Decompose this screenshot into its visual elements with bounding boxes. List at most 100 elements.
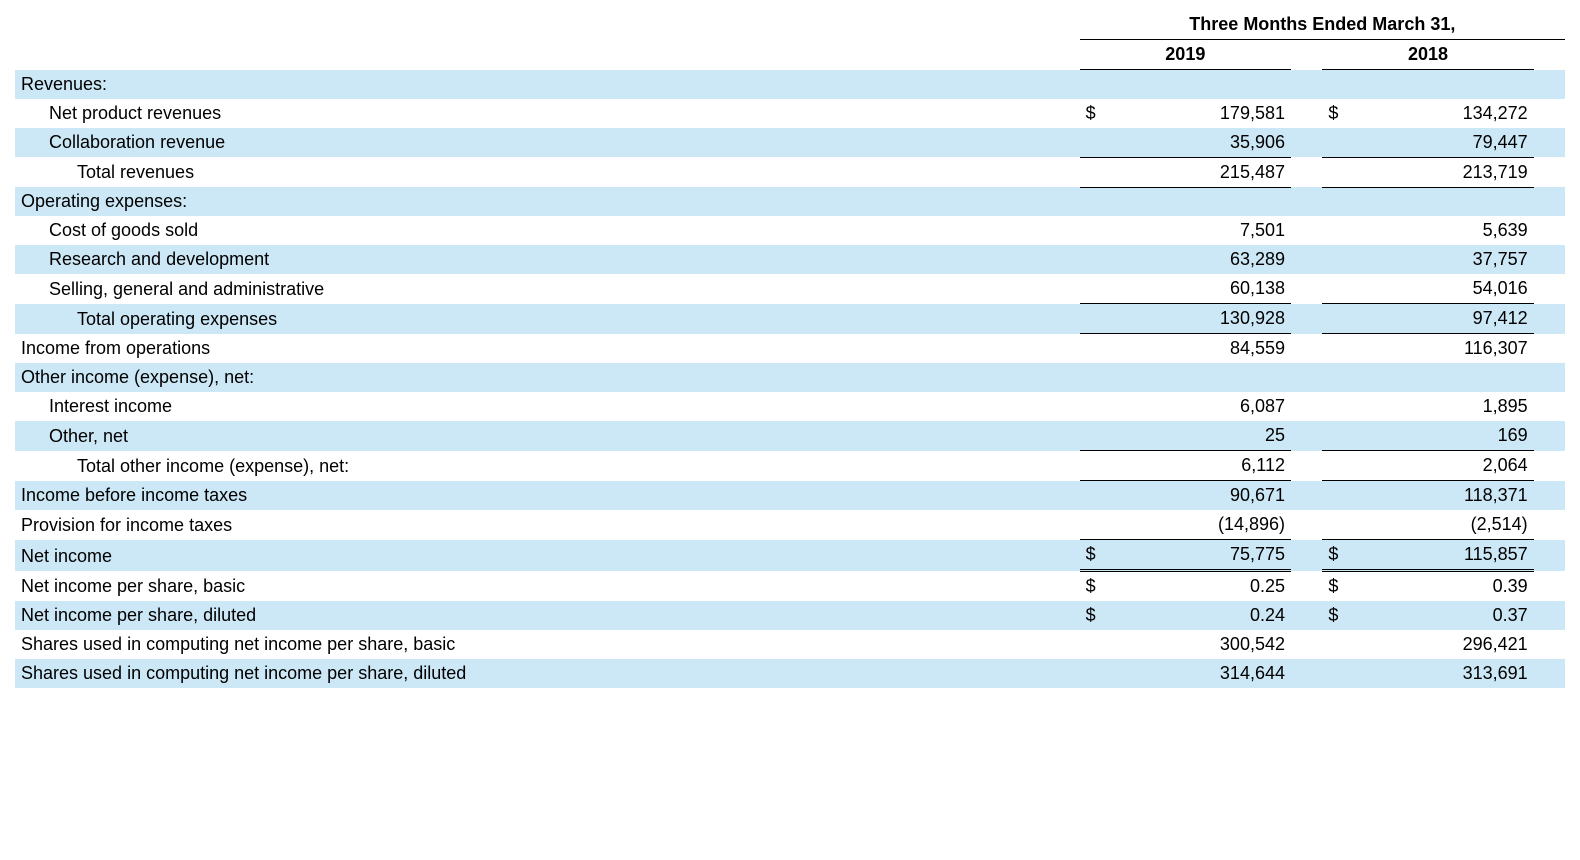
row-label: Selling, general and administrative — [15, 274, 1080, 304]
row-label: Total operating expenses — [15, 304, 1080, 334]
row-label: Research and development — [15, 245, 1080, 274]
value-col-2: 54,016 — [1361, 274, 1533, 304]
row-label: Net income — [15, 540, 1080, 571]
value-col-2 — [1361, 70, 1533, 99]
currency-symbol — [1322, 659, 1361, 688]
currency-symbol: $ — [1322, 601, 1361, 630]
value-col-2: 37,757 — [1361, 245, 1533, 274]
currency-symbol — [1080, 245, 1119, 274]
header-row-years: 2019 2018 — [15, 40, 1565, 70]
currency-symbol — [1322, 421, 1361, 451]
row-label: Revenues: — [15, 70, 1080, 99]
value-col-1: 84,559 — [1119, 334, 1291, 364]
income-statement-table: Three Months Ended March 31, 2019 2018 R… — [15, 10, 1565, 688]
value-col-2 — [1361, 187, 1533, 216]
currency-symbol: $ — [1080, 540, 1119, 571]
table-row: Revenues: — [15, 70, 1565, 99]
value-col-1: 179,581 — [1119, 99, 1291, 128]
row-label: Total revenues — [15, 157, 1080, 187]
table-row: Selling, general and administrative 60,13… — [15, 274, 1565, 304]
table-row: Income from operations 84,559 116,307 — [15, 334, 1565, 364]
currency-symbol: $ — [1322, 571, 1361, 602]
currency-symbol — [1080, 630, 1119, 659]
currency-symbol — [1080, 659, 1119, 688]
currency-symbol — [1322, 392, 1361, 421]
currency-symbol — [1080, 157, 1119, 187]
value-col-2: 134,272 — [1361, 99, 1533, 128]
value-col-2: 296,421 — [1361, 630, 1533, 659]
value-col-1: 7,501 — [1119, 216, 1291, 245]
value-col-1: 215,487 — [1119, 157, 1291, 187]
currency-symbol: $ — [1322, 99, 1361, 128]
currency-symbol — [1322, 216, 1361, 245]
row-label: Collaboration revenue — [15, 128, 1080, 158]
value-col-2: 97,412 — [1361, 304, 1533, 334]
currency-symbol: $ — [1080, 99, 1119, 128]
value-col-1: 0.25 — [1119, 571, 1291, 602]
value-col-2 — [1361, 363, 1533, 392]
table-row: Other income (expense), net: — [15, 363, 1565, 392]
value-col-2: 0.37 — [1361, 601, 1533, 630]
value-col-1: 0.24 — [1119, 601, 1291, 630]
currency-symbol — [1322, 274, 1361, 304]
value-col-1 — [1119, 70, 1291, 99]
header-row-title: Three Months Ended March 31, — [15, 10, 1565, 40]
table-row: Cost of goods sold7,5015,639 — [15, 216, 1565, 245]
currency-symbol — [1322, 128, 1361, 158]
table-row: Net income per share, basic$0.25$0.39 — [15, 571, 1565, 602]
value-col-1: 90,671 — [1119, 481, 1291, 511]
header-year-2: 2018 — [1322, 40, 1533, 70]
table-row: Net income$75,775$115,857 — [15, 540, 1565, 571]
currency-symbol — [1322, 363, 1361, 392]
table-row: Shares used in computing net income per … — [15, 630, 1565, 659]
value-col-2: 213,719 — [1361, 157, 1533, 187]
row-label: Income before income taxes — [15, 481, 1080, 511]
row-label: Other income (expense), net: — [15, 363, 1080, 392]
row-label: Income from operations — [15, 334, 1080, 364]
value-col-2: 0.39 — [1361, 571, 1533, 602]
header-title: Three Months Ended March 31, — [1080, 10, 1565, 40]
value-col-2: 5,639 — [1361, 216, 1533, 245]
currency-symbol: $ — [1080, 571, 1119, 602]
value-col-2: 116,307 — [1361, 334, 1533, 364]
value-col-2: 115,857 — [1361, 540, 1533, 571]
currency-symbol — [1322, 157, 1361, 187]
row-label: Operating expenses: — [15, 187, 1080, 216]
value-col-2: 79,447 — [1361, 128, 1533, 158]
row-label: Net product revenues — [15, 99, 1080, 128]
currency-symbol — [1080, 304, 1119, 334]
value-col-2: 2,064 — [1361, 451, 1533, 481]
row-label: Provision for income taxes — [15, 510, 1080, 540]
value-col-1: 35,906 — [1119, 128, 1291, 158]
row-label: Net income per share, diluted — [15, 601, 1080, 630]
currency-symbol — [1322, 70, 1361, 99]
row-label: Other, net — [15, 421, 1080, 451]
currency-symbol — [1080, 510, 1119, 540]
currency-symbol — [1080, 481, 1119, 511]
value-col-1: 63,289 — [1119, 245, 1291, 274]
value-col-2: 118,371 — [1361, 481, 1533, 511]
value-col-1: 314,644 — [1119, 659, 1291, 688]
row-label: Shares used in computing net income per … — [15, 630, 1080, 659]
currency-symbol — [1080, 128, 1119, 158]
value-col-2: (2,514) — [1361, 510, 1533, 540]
currency-symbol — [1080, 451, 1119, 481]
currency-symbol — [1080, 274, 1119, 304]
table-row: Shares used in computing net income per … — [15, 659, 1565, 688]
table-row: Income before income taxes 90,671 118,371 — [15, 481, 1565, 511]
row-label: Net income per share, basic — [15, 571, 1080, 602]
value-col-1: (14,896) — [1119, 510, 1291, 540]
table-row: Collaboration revenue 35,906 79,447 — [15, 128, 1565, 158]
row-label: Total other income (expense), net: — [15, 451, 1080, 481]
value-col-1: 300,542 — [1119, 630, 1291, 659]
table-row: Net product revenues$179,581$134,272 — [15, 99, 1565, 128]
row-label: Shares used in computing net income per … — [15, 659, 1080, 688]
value-col-1 — [1119, 363, 1291, 392]
table-row: Provision for income taxes (14,896) (2,514… — [15, 510, 1565, 540]
table-row: Total revenues 215,487 213,719 — [15, 157, 1565, 187]
value-col-2: 1,895 — [1361, 392, 1533, 421]
table-row: Total other income (expense), net:6,1122… — [15, 451, 1565, 481]
value-col-1: 6,087 — [1119, 392, 1291, 421]
table-row: Interest income6,0871,895 — [15, 392, 1565, 421]
value-col-1: 60,138 — [1119, 274, 1291, 304]
